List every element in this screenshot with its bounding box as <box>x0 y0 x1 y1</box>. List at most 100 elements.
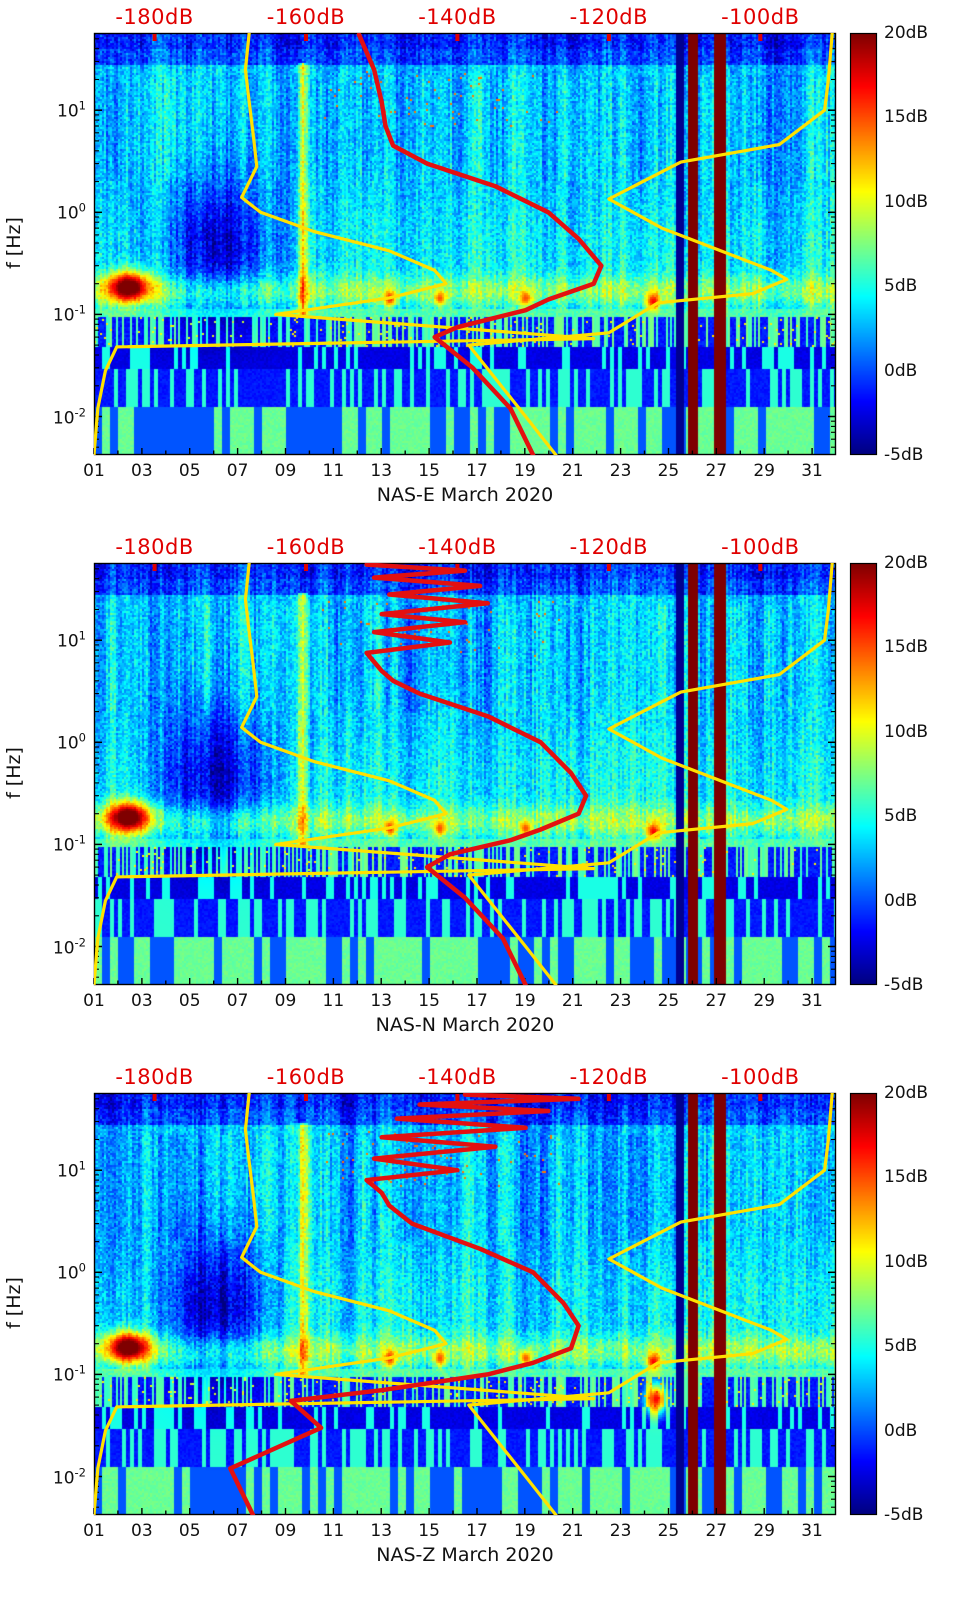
spectrogram-canvas <box>94 563 836 985</box>
x-tick-label: 31 <box>801 461 823 481</box>
y-tick-label: 10-1 <box>52 303 86 326</box>
top-db-axis-label: -120dB <box>569 535 649 559</box>
spectrogram-canvas <box>94 33 836 455</box>
spectrogram-panel-nas-e: f [Hz] NAS-E March 2020 -180dB -160dB -140… <box>0 0 962 530</box>
colorbar-tick-label: 10dB <box>884 191 929 212</box>
colorbar-tick-label: -5dB <box>884 1505 924 1525</box>
top-db-axis-label: -120dB <box>569 1065 649 1089</box>
spectrogram-panel-nas-n: f [Hz] NAS-N March 2020 -180dB -160dB -140… <box>0 530 962 1060</box>
x-tick-label: 07 <box>226 1521 249 1541</box>
x-tick-label: 25 <box>657 461 680 481</box>
y-axis-label: f [Hz] <box>3 747 25 799</box>
panel-title: NAS-N March 2020 <box>375 1014 555 1036</box>
x-tick-label: 19 <box>514 461 536 481</box>
x-tick-label: 15 <box>418 461 440 481</box>
y-tick-label: 101 <box>57 98 86 122</box>
top-db-axis-label: -140dB <box>418 535 497 559</box>
x-tick-label: 19 <box>514 1521 536 1541</box>
spectrogram-canvas <box>94 1093 836 1515</box>
x-tick-label: 05 <box>178 1521 201 1541</box>
x-tick-label: 21 <box>561 461 584 481</box>
colorbar-tick-label: 15dB <box>884 637 929 658</box>
x-tick-label: 13 <box>370 1521 393 1541</box>
colorbar-tick-label: 5dB <box>884 276 918 297</box>
y-tick-label: 100 <box>57 200 86 224</box>
x-tick-label: 09 <box>274 461 297 481</box>
colorbar-tick-label: 10dB <box>884 1251 929 1272</box>
x-tick-label: 23 <box>609 991 632 1011</box>
colorbar-tick-label: 10dB <box>884 721 929 742</box>
colorbar-tick-label: -5dB <box>884 975 924 995</box>
top-db-axis-label: -100dB <box>721 1065 800 1089</box>
x-tick-label: 11 <box>322 991 345 1011</box>
y-tick-label: 100 <box>57 730 86 754</box>
x-tick-label: 29 <box>753 1521 776 1541</box>
y-tick-label: 101 <box>57 1158 86 1182</box>
y-axis-label: f [Hz] <box>3 1277 25 1329</box>
colorbar-tick-label: 5dB <box>884 1336 918 1357</box>
y-tick-label: 10-2 <box>52 405 86 428</box>
top-db-axis-label: -100dB <box>721 5 800 29</box>
y-tick-label: 10-1 <box>52 833 86 856</box>
colorbar <box>850 1093 877 1515</box>
y-tick-label: 101 <box>57 628 86 652</box>
x-tick-label: 03 <box>131 1521 153 1541</box>
x-tick-label: 17 <box>466 461 488 481</box>
x-tick-label: 29 <box>753 461 776 481</box>
x-tick-label: 07 <box>226 461 249 481</box>
colorbar-tick-label: 0dB <box>884 1420 918 1441</box>
top-db-axis-label: -160dB <box>266 535 346 559</box>
x-tick-label: 27 <box>705 991 728 1011</box>
x-tick-label: 23 <box>609 1521 632 1541</box>
x-tick-label: 01 <box>83 1521 105 1541</box>
y-tick-label: 10-2 <box>52 1465 86 1488</box>
x-tick-label: 29 <box>753 991 776 1011</box>
colorbar-tick-label: 15dB <box>884 107 929 128</box>
x-tick-label: 05 <box>178 991 201 1011</box>
colorbar <box>850 33 877 455</box>
top-db-axis-label: -160dB <box>266 5 346 29</box>
colorbar-tick-label: 0dB <box>884 360 918 381</box>
x-tick-label: 09 <box>274 1521 297 1541</box>
x-tick-label: 13 <box>370 991 393 1011</box>
top-db-axis-label: -140dB <box>418 5 497 29</box>
colorbar-tick-label: 20dB <box>884 1083 929 1103</box>
top-db-axis-label: -140dB <box>418 1065 497 1089</box>
colorbar <box>850 563 877 985</box>
y-tick-label: 10-2 <box>52 935 86 958</box>
x-tick-label: 25 <box>657 1521 680 1541</box>
colorbar-tick-label: 5dB <box>884 806 918 827</box>
x-tick-label: 31 <box>801 991 823 1011</box>
colorbar-tick-label: 20dB <box>884 23 929 43</box>
x-tick-label: 11 <box>322 461 345 481</box>
x-tick-label: 03 <box>131 991 153 1011</box>
colorbar-tick-label: -5dB <box>884 445 924 465</box>
y-tick-label: 100 <box>57 1260 86 1284</box>
colorbar-tick-label: 15dB <box>884 1167 929 1188</box>
x-tick-label: 17 <box>466 991 488 1011</box>
colorbar-tick-label: 0dB <box>884 890 918 911</box>
x-tick-label: 11 <box>322 1521 345 1541</box>
x-tick-label: 09 <box>274 991 297 1011</box>
x-tick-label: 25 <box>657 991 680 1011</box>
panel-title: NAS-E March 2020 <box>376 484 554 506</box>
x-tick-label: 31 <box>801 1521 823 1541</box>
x-tick-label: 21 <box>561 1521 584 1541</box>
x-tick-label: 21 <box>561 991 584 1011</box>
x-tick-label: 03 <box>131 461 153 481</box>
top-db-axis-label: -120dB <box>569 5 649 29</box>
top-db-axis-label: -100dB <box>721 535 800 559</box>
x-tick-label: 15 <box>418 1521 440 1541</box>
top-db-axis-label: -180dB <box>115 5 194 29</box>
x-tick-label: 19 <box>514 991 536 1011</box>
x-tick-label: 01 <box>83 461 105 481</box>
x-tick-label: 05 <box>178 461 201 481</box>
x-tick-label: 01 <box>83 991 105 1011</box>
y-tick-label: 10-1 <box>52 1363 86 1386</box>
spectrogram-panel-nas-z: f [Hz] NAS-Z March 2020 -180dB -160dB -140… <box>0 1060 962 1599</box>
top-db-axis-label: -180dB <box>115 1065 194 1089</box>
x-tick-label: 27 <box>705 461 728 481</box>
colorbar-tick-label: 20dB <box>884 553 929 573</box>
x-tick-label: 15 <box>418 991 440 1011</box>
top-db-axis-label: -180dB <box>115 535 194 559</box>
